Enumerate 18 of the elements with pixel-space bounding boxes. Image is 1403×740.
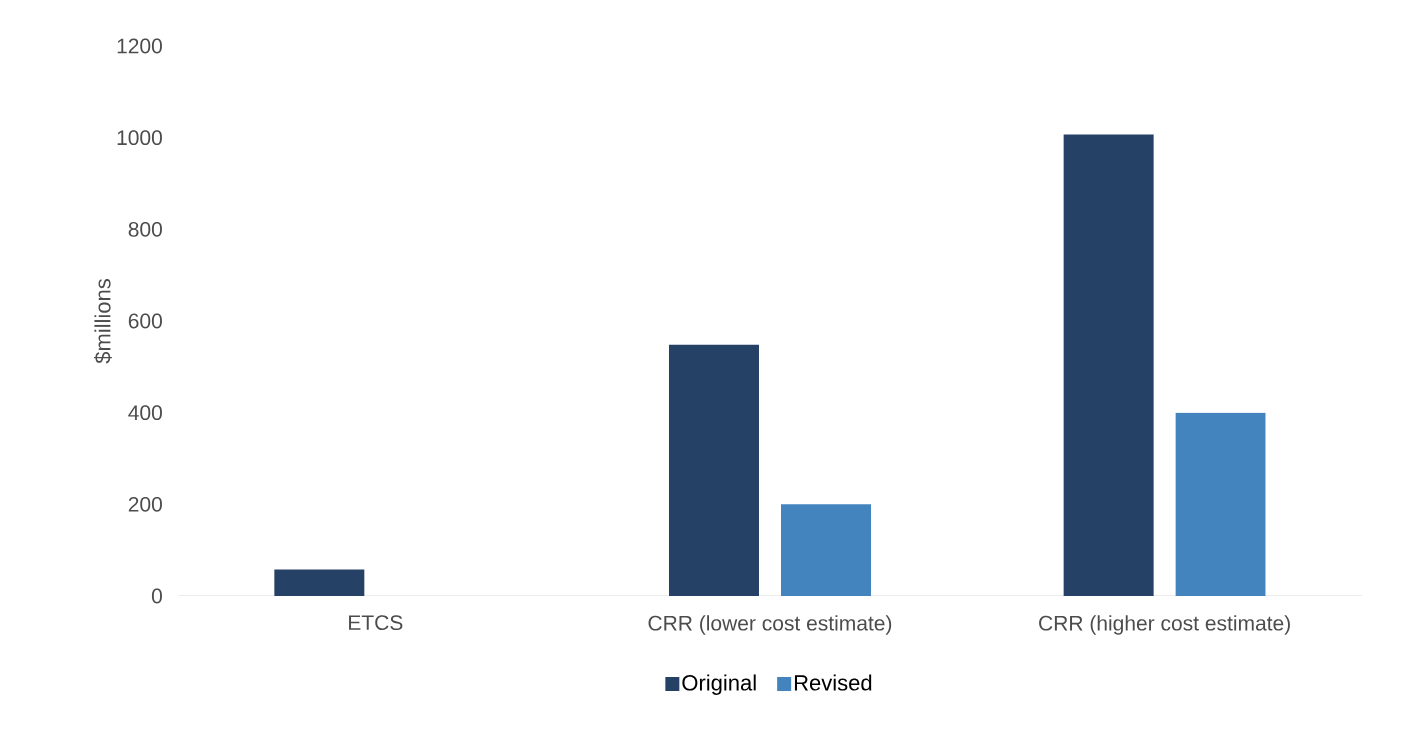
x-tick-label: ETCS [349, 615, 403, 631]
y-tick-label: 400 [128, 405, 162, 421]
y-tick-label: 1000 [117, 130, 162, 146]
bar [274, 569, 365, 596]
x-tick-label: CRR (lower cost estimate) [648, 615, 892, 635]
legend-label: Revised [794, 674, 872, 691]
y-tick-label: 800 [128, 221, 162, 237]
bar [668, 344, 759, 596]
x-tick-label: CRR (higher cost estimate) [1039, 615, 1290, 635]
y-tick-label: 200 [128, 496, 162, 512]
bar [1063, 134, 1154, 596]
y-tick-label: 600 [128, 313, 162, 329]
bar [780, 504, 871, 596]
bar [1175, 412, 1266, 596]
y-tick-label: 0 [151, 588, 162, 604]
y-axis-title: $millions [94, 279, 112, 364]
y-tick-label: 1200 [117, 38, 162, 54]
legend-label: Original [682, 674, 756, 695]
